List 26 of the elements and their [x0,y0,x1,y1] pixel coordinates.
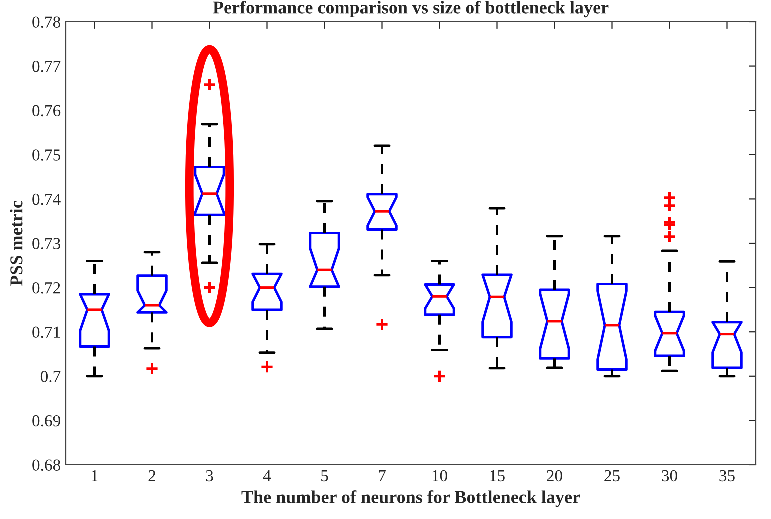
x-tick-label: 15 [490,470,505,482]
y-tick-label: 0.71 [32,326,60,338]
y-tick-label: 0.75 [32,150,60,161]
x-tick-label: 5 [322,470,328,482]
y-tick-label: 0.7 [40,371,61,382]
y-tick-label: 0.73 [32,238,60,250]
x-tick-label: 4 [263,470,272,482]
y-tick-label: 0.69 [32,415,60,427]
chart-title: Performance comparison vs size of bottleneck layer [213,0,609,18]
x-tick-label: 25 [604,470,620,482]
x-tick-label: 1 [92,470,98,482]
y-tick-label: 0.72 [32,282,60,294]
x-tick-label: 7 [379,470,386,482]
y-tick-label: 0.77 [32,61,61,72]
x-axis-title: The number of neurons for Bottleneck layer [242,490,580,508]
y-tick-label: 0.76 [32,105,61,117]
x-tick-label: 30 [662,470,678,482]
x-tick-label: 35 [720,470,735,482]
y-axis-title: PSS metric [10,201,23,286]
y-tick-label: 0.74 [32,194,61,206]
x-tick-label: 20 [547,470,562,482]
y-tick-label: 0.68 [32,460,61,472]
y-tick-label: 0.78 [32,16,61,28]
x-tick-label: 10 [432,470,448,482]
x-tick-label: 2 [148,470,156,482]
x-tick-label: 3 [206,470,214,482]
